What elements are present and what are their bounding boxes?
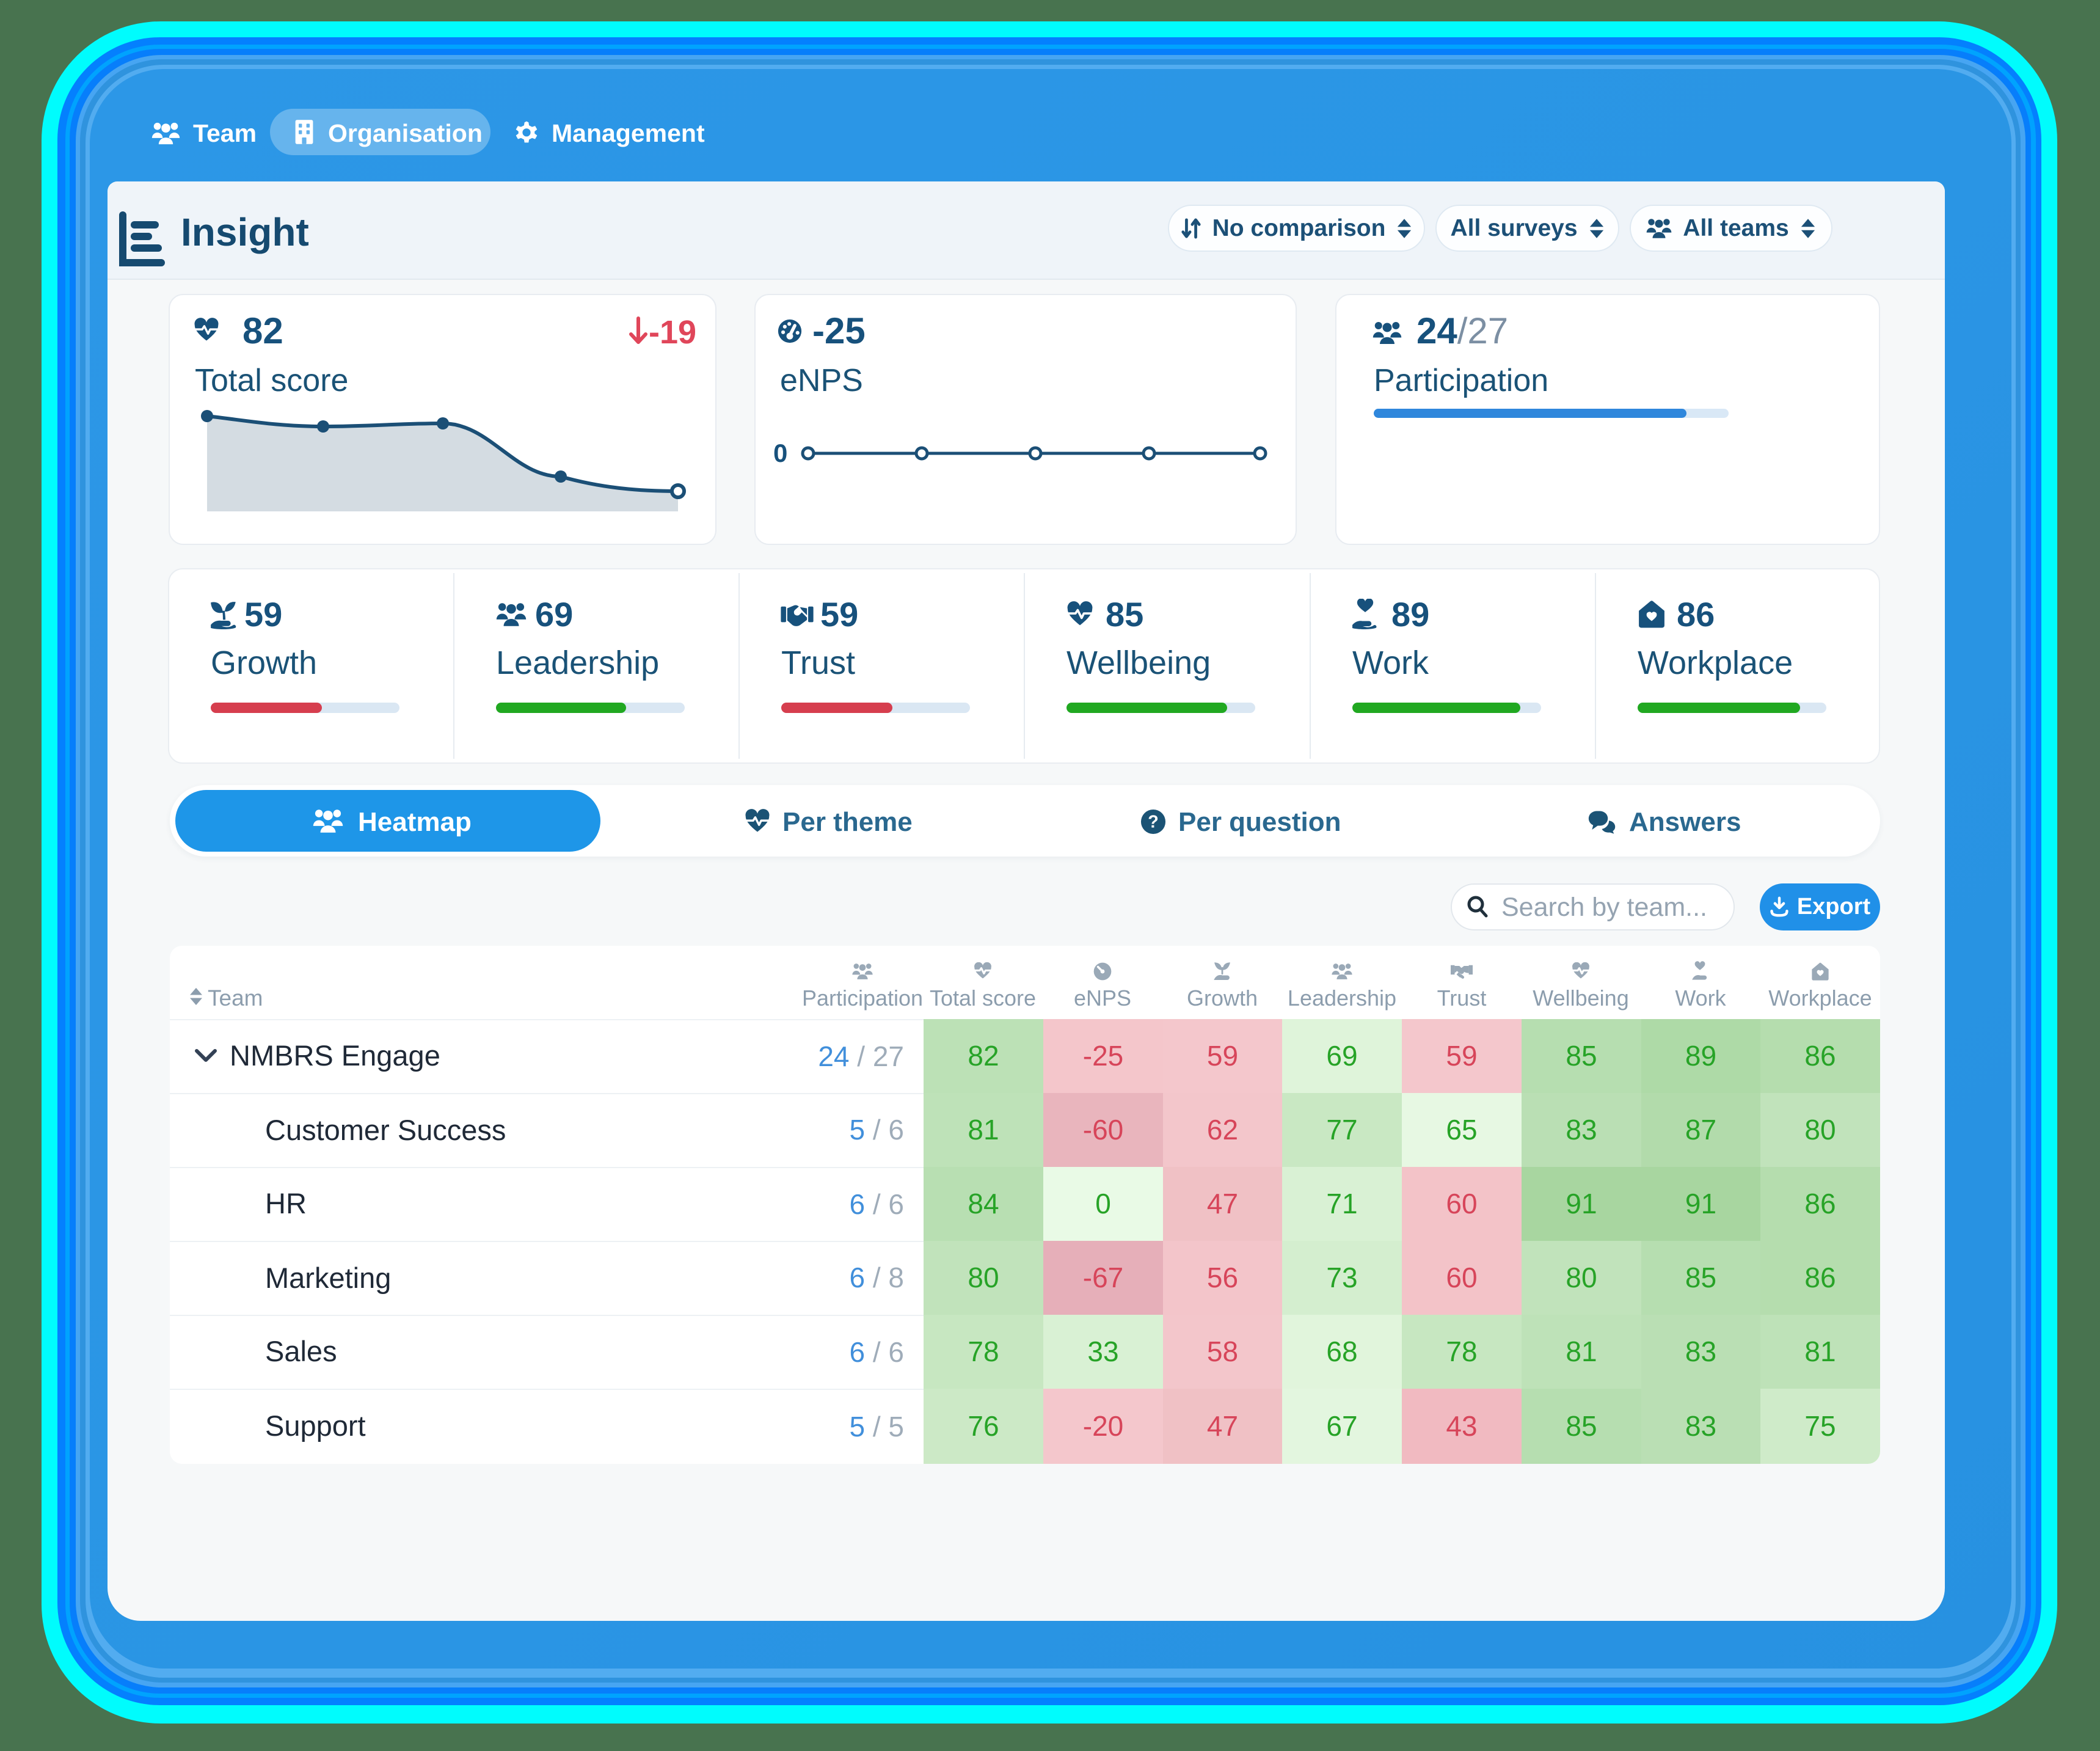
svg-text:?: ? (1148, 813, 1159, 832)
